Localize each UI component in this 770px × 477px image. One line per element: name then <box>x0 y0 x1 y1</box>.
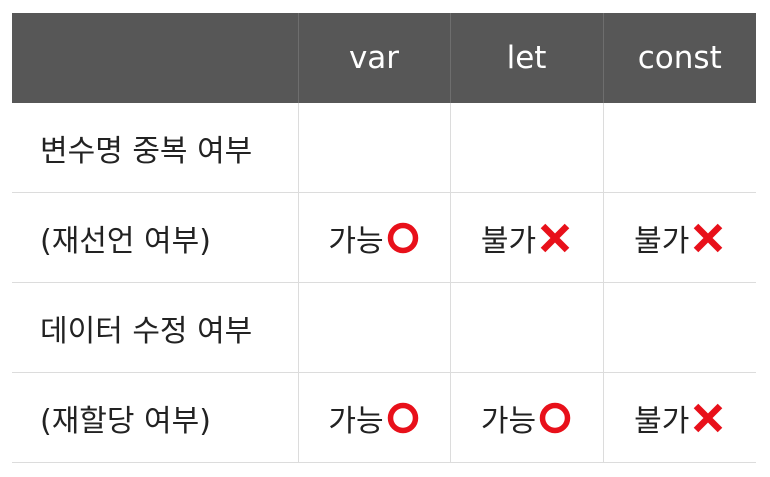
value-text: 불가 <box>634 223 690 259</box>
value-cell <box>449 282 603 373</box>
header-cell-empty <box>12 13 298 103</box>
value-cell: 불가 <box>602 372 756 463</box>
circle-icon <box>386 401 420 435</box>
table-header: var let const <box>12 13 756 103</box>
comparison-table: var let const 변수명 중복 여부 (재선언 여부) 가능 불가 불… <box>12 13 756 463</box>
row-label: 변수명 중복 여부 <box>12 103 298 193</box>
circle-icon <box>538 401 572 435</box>
value-cell <box>602 282 756 373</box>
table-body: 변수명 중복 여부 (재선언 여부) 가능 불가 불가 데이터 수정 여부 (재… <box>12 103 756 463</box>
value-cell: 가능 <box>297 192 450 283</box>
table-row: (재할당 여부) 가능 가능 불가 <box>12 372 756 463</box>
header-cell-var: var <box>297 13 450 103</box>
value-text: 가능 <box>328 223 384 259</box>
header-cell-let: let <box>449 13 603 103</box>
value-text: 불가 <box>634 403 690 439</box>
header-row: var let const <box>12 13 756 103</box>
cross-icon <box>691 401 725 435</box>
cross-icon <box>691 221 725 255</box>
cross-icon <box>538 221 572 255</box>
header-cell-const: const <box>602 13 756 103</box>
value-cell <box>449 103 603 193</box>
row-label: (재할당 여부) <box>12 372 298 463</box>
value-cell: 불가 <box>449 192 603 283</box>
value-cell: 불가 <box>602 192 756 283</box>
row-label: (재선언 여부) <box>12 192 298 283</box>
value-cell <box>297 282 450 373</box>
value-text: 불가 <box>480 223 537 259</box>
table-row: 데이터 수정 여부 <box>12 282 756 373</box>
table-row: (재선언 여부) 가능 불가 불가 <box>12 192 756 283</box>
value-text: 가능 <box>480 403 537 439</box>
value-cell <box>602 103 756 193</box>
circle-icon <box>386 221 420 255</box>
value-cell: 가능 <box>297 372 450 463</box>
row-label: 데이터 수정 여부 <box>12 282 298 373</box>
table-row: 변수명 중복 여부 <box>12 103 756 193</box>
value-text: 가능 <box>328 403 384 439</box>
value-cell <box>297 103 450 193</box>
value-cell: 가능 <box>449 372 603 463</box>
